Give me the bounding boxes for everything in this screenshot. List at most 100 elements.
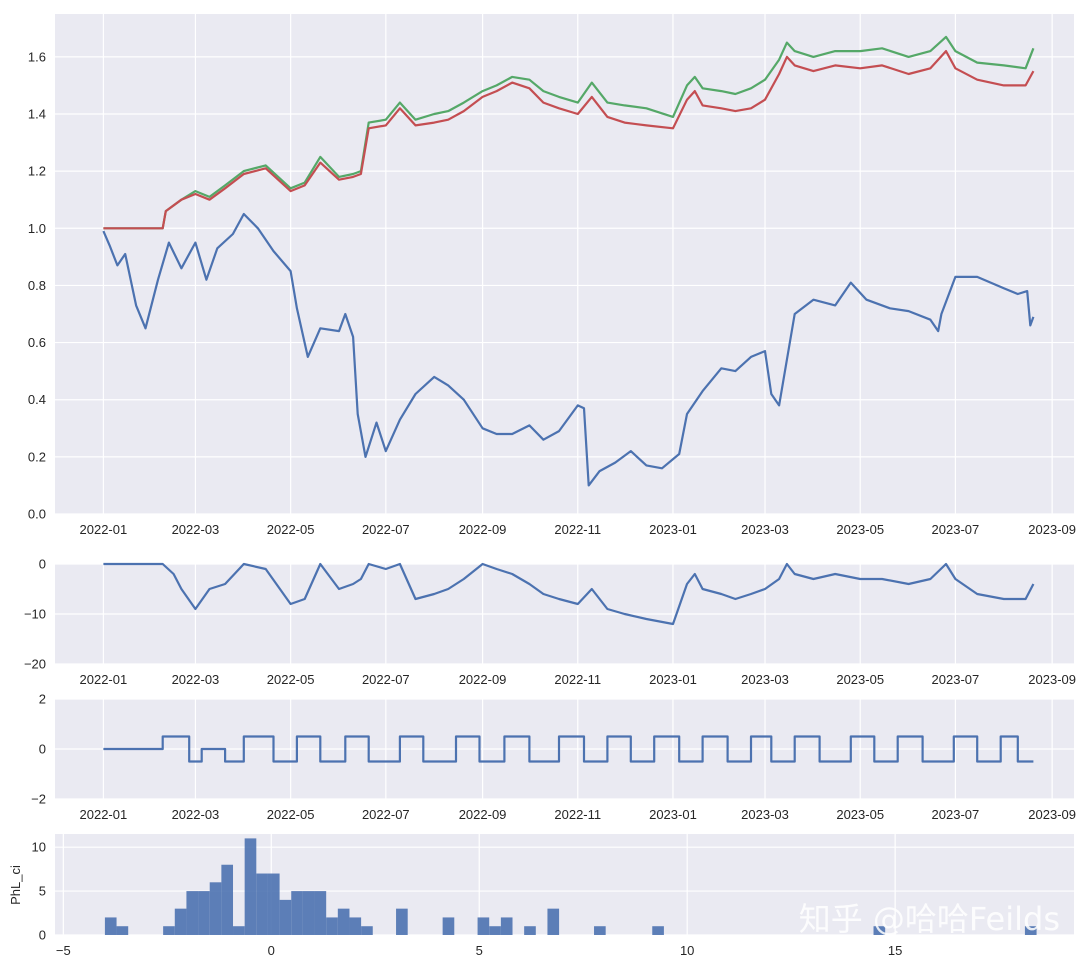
x-tick-label: 2022-03 (172, 807, 220, 822)
y-tick-label: 10 (32, 840, 46, 855)
x-tick-label: 10 (680, 943, 694, 958)
histogram-bar (221, 864, 234, 935)
y-tick-label: 0.6 (28, 335, 46, 350)
x-tick-label: 2022-03 (172, 522, 220, 537)
y-tick-label: 0.8 (28, 278, 46, 293)
series-line-1 (103, 50, 1035, 230)
histogram-bar (361, 926, 373, 935)
y-tick-label: 0 (39, 928, 46, 943)
x-tick-label: 2022-11 (554, 672, 601, 687)
series-line-0 (103, 562, 1035, 626)
series-line-2 (102, 212, 1035, 487)
x-tick-label: 2023-05 (836, 522, 884, 537)
y-tick-label: 0.2 (28, 449, 46, 464)
y-tick-label: 5 (39, 884, 46, 899)
histogram-bar (209, 882, 222, 935)
x-tick-label: 2022-07 (362, 672, 410, 687)
histogram-bar (279, 899, 292, 935)
x-tick-label: 2022-03 (172, 672, 220, 687)
histogram-bar (524, 926, 536, 935)
x-tick-label: 0 (268, 943, 275, 958)
plot-background (55, 14, 1074, 514)
x-tick-label: 2022-05 (267, 522, 315, 537)
x-tick-label: 2023-05 (836, 672, 884, 687)
x-tick-label: 2022-09 (459, 522, 507, 537)
histogram-bar (1024, 926, 1037, 935)
x-tick-label: 2023-09 (1028, 672, 1076, 687)
position-panel: 2022-01 2022-03 2022-05 2022-07 2022-09 2022-… (31, 692, 1076, 823)
histogram-y-axis-label: PhL_ci (8, 865, 23, 905)
histogram-bar (337, 908, 350, 935)
histogram-bar (174, 908, 187, 935)
histogram-bar (291, 891, 303, 935)
y-tick-label: 2 (39, 692, 46, 707)
x-tick-label: 2022-05 (267, 672, 315, 687)
histogram-bar (233, 926, 245, 935)
histogram-bar (873, 926, 886, 935)
histogram-bar (326, 917, 338, 935)
histogram-bar (489, 926, 501, 935)
histogram-bar (594, 926, 606, 935)
x-tick-label: 2022-01 (80, 807, 128, 822)
y-tick-label: 0.4 (28, 392, 46, 407)
x-tick-label: 15 (888, 943, 902, 958)
watermark: 知乎 @哈哈Feilds (799, 900, 1060, 938)
histogram-bar (198, 891, 210, 935)
x-tick-label: −5 (56, 943, 71, 958)
histogram-bar (547, 908, 560, 935)
x-tick-label: 2022-07 (362, 807, 410, 822)
histogram-bar (652, 926, 664, 935)
histogram-bar (267, 873, 280, 935)
x-tick-label: 2022-01 (80, 522, 128, 537)
histogram-bar (442, 917, 455, 935)
x-tick-label: 2023-07 (932, 672, 980, 687)
histogram-bar (349, 917, 362, 935)
histogram-bar (163, 926, 175, 935)
x-tick-label: 2023-07 (932, 807, 980, 822)
x-tick-label: 5 (476, 943, 483, 958)
histogram-bar (116, 926, 129, 935)
x-tick-label: 2022-05 (267, 807, 315, 822)
y-tick-label: 0.0 (28, 507, 46, 522)
drawdown-panel: 2022-01 2022-03 2022-05 2022-07 2022-09 2022-… (24, 557, 1076, 688)
histogram-bar (314, 891, 327, 935)
y-tick-label: 0 (39, 742, 46, 757)
x-tick-label: 2022-07 (362, 522, 410, 537)
x-tick-label: 2023-01 (649, 522, 697, 537)
x-tick-label: 2023-05 (836, 807, 884, 822)
x-tick-label: 2023-09 (1028, 522, 1076, 537)
x-tick-label: 2022-09 (459, 807, 507, 822)
x-tick-label: 2023-03 (741, 672, 789, 687)
series-line-0 (103, 735, 1034, 763)
x-tick-label: 2023-09 (1028, 807, 1076, 822)
histogram-bar (186, 891, 199, 935)
equity-curve-panel: 2022-01 2022-03 2022-05 2022-07 2022-09 2022-… (28, 14, 1076, 537)
pnl-histogram-panel: −5 0 5 10 15 0 5 10 (32, 834, 1074, 958)
x-tick-label: 2023-07 (932, 522, 980, 537)
series-line-0 (103, 35, 1035, 230)
x-tick-label: 2023-01 (649, 672, 697, 687)
histogram-bar (302, 891, 315, 935)
y-tick-label: 1.4 (28, 107, 46, 122)
x-tick-label: 2022-11 (554, 522, 601, 537)
histogram-bar (396, 908, 408, 935)
histogram-bar (256, 873, 268, 935)
y-tick-label: 1.2 (28, 164, 46, 179)
y-tick-label: −10 (24, 607, 46, 622)
x-tick-label: 2023-03 (741, 807, 789, 822)
x-tick-label: 2022-01 (80, 672, 128, 687)
histogram-bar (104, 917, 117, 935)
y-tick-label: −20 (24, 657, 46, 672)
histogram-bar (477, 917, 490, 935)
histogram-bar (500, 917, 513, 935)
x-tick-label: 2022-11 (554, 807, 601, 822)
x-tick-label: 2023-03 (741, 522, 789, 537)
y-tick-label: 0 (39, 557, 46, 572)
histogram-bar (244, 838, 257, 935)
y-tick-label: −2 (31, 792, 46, 807)
x-tick-label: 2022-09 (459, 672, 507, 687)
y-tick-label: 1.6 (28, 49, 46, 64)
y-tick-label: 1.0 (28, 221, 46, 236)
x-tick-label: 2023-01 (649, 807, 697, 822)
